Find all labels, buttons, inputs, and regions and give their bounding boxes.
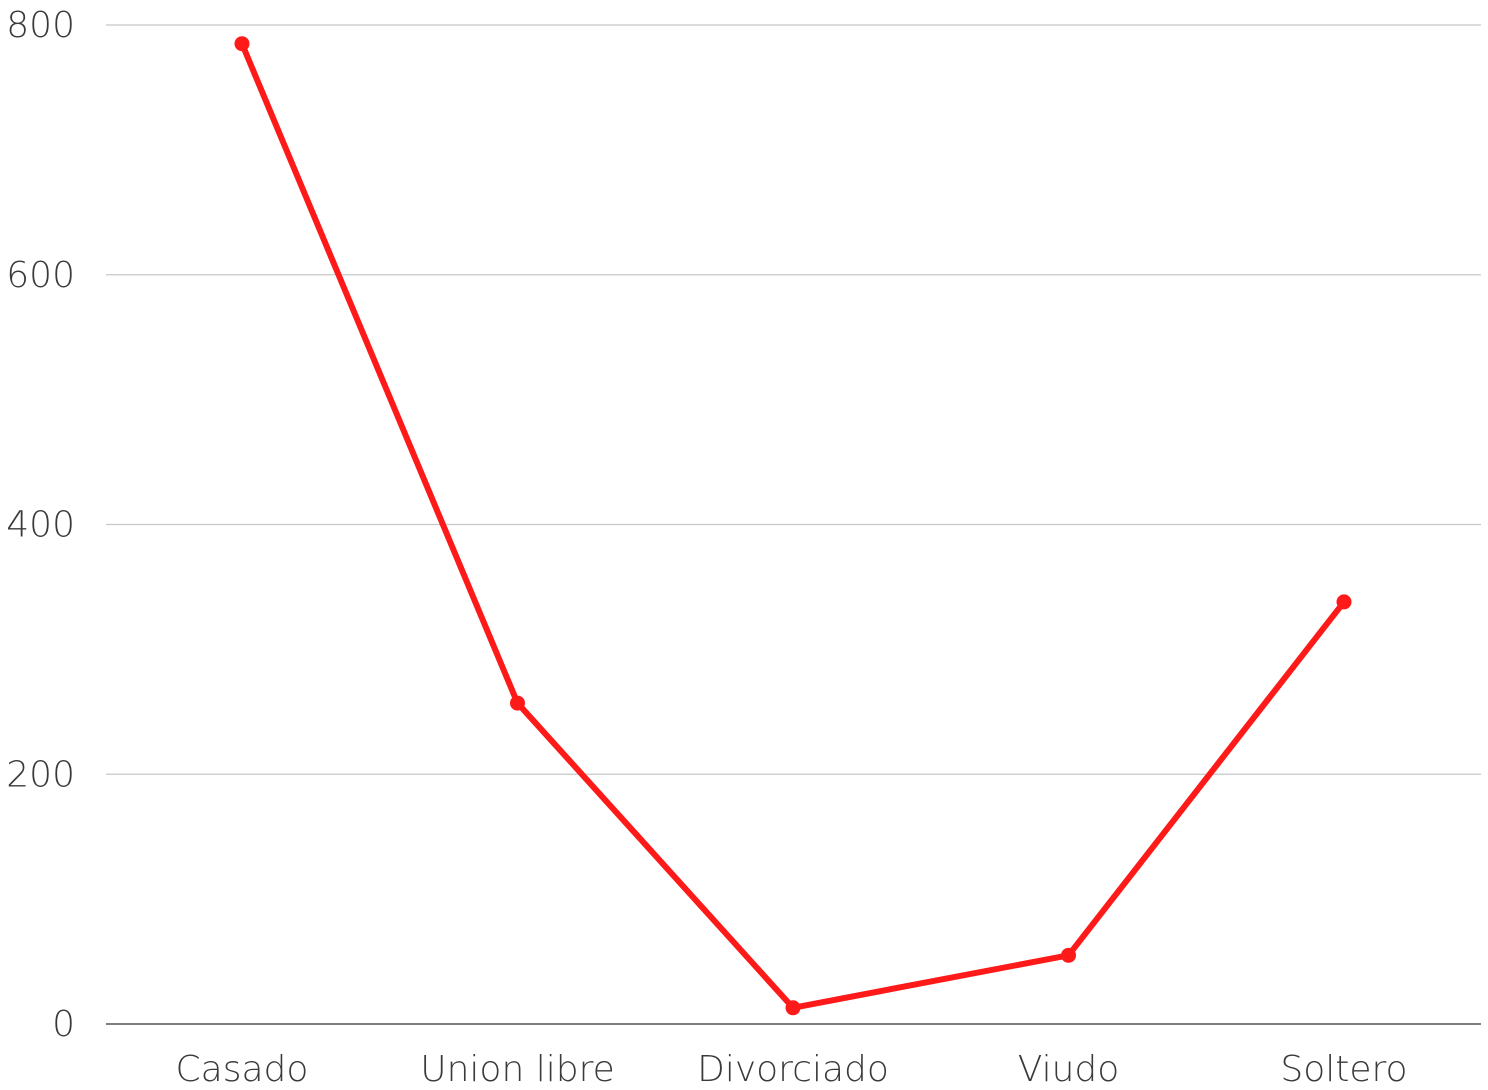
y-tick-label: 200 [6,754,75,795]
x-tick-label: Casado [176,1049,309,1090]
data-point-casado[interactable] [234,36,250,52]
y-tick-label: 400 [6,505,75,546]
data-point-divorciado[interactable] [785,1000,801,1016]
x-axis-tick-labels: Casado Union libre Divorciado Viudo Soltero [176,1049,1408,1090]
x-tick-label: Divorciado [697,1049,889,1090]
x-tick-label: Soltero [1280,1049,1407,1090]
x-tick-label: Union libre [420,1049,614,1090]
data-point-viudo[interactable] [1061,947,1076,963]
x-tick-label: Viudo [1018,1049,1120,1090]
data-point-soltero[interactable] [1336,594,1352,610]
y-tick-label: 600 [6,255,75,296]
y-tick-label: 0 [52,1004,75,1045]
series-layer [234,36,1352,1016]
y-tick-label: 800 [6,5,75,46]
series-line [239,40,1347,1011]
y-axis-tick-labels: 0 200 400 600 800 [6,5,75,1045]
data-point-union-libre[interactable] [510,695,525,711]
grid-lines [106,24,1481,1025]
